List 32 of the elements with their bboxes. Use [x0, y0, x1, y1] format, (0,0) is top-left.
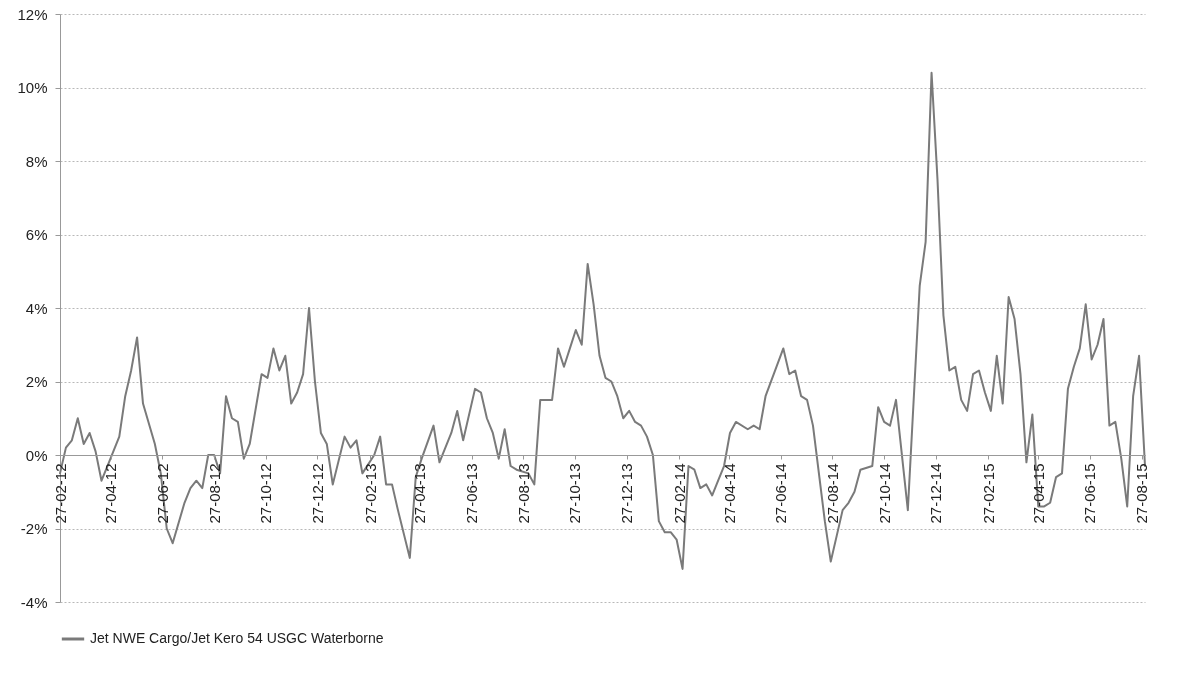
x-tick-label: 27-10-12 — [257, 463, 275, 524]
x-tick-label: 27-12-13 — [618, 463, 636, 524]
y-tick-label: -2% — [20, 520, 48, 537]
x-tick-label: 27-06-14 — [772, 463, 790, 524]
x-tick-label: 27-06-12 — [153, 463, 171, 524]
x-tick-label: 27-10-13 — [566, 463, 584, 524]
y-tick-label: 8% — [25, 152, 48, 170]
y-tick-label: 0% — [25, 446, 48, 464]
x-tick-label: 27-06-13 — [463, 463, 481, 524]
legend-label: Jet NWE Cargo/Jet Kero 54 USGC Waterborne — [90, 630, 384, 646]
x-tick-label: 27-04-12 — [102, 463, 120, 524]
x-tick-label: 27-02-14 — [670, 463, 688, 524]
y-tick-label: 10% — [17, 79, 48, 96]
y-tick-label: 6% — [25, 226, 48, 243]
x-tick-label: 27-12-12 — [308, 463, 326, 524]
x-tick-label: 27-08-12 — [205, 463, 223, 524]
x-tick-label: 27-02-12 — [51, 463, 69, 524]
x-tick-label: 27-04-14 — [720, 463, 738, 524]
y-tick-label: 2% — [25, 373, 48, 390]
y-tick-label: 12% — [17, 5, 48, 23]
x-tick-label: 27-08-15 — [1133, 463, 1151, 524]
x-tick-label: 27-04-13 — [411, 463, 429, 524]
x-tick-label: 27-12-14 — [927, 463, 945, 524]
x-tick-label: 27-02-15 — [979, 463, 997, 524]
x-tick-label: 27-02-13 — [361, 463, 379, 524]
y-tick-label: -4% — [20, 593, 48, 611]
y-tick-label: 4% — [25, 299, 48, 317]
x-tick-label: 27-04-15 — [1029, 463, 1047, 524]
x-tick-label: 27-06-15 — [1081, 463, 1099, 524]
x-tick-label: 27-10-14 — [875, 463, 893, 524]
x-tick-label: 27-08-13 — [514, 463, 532, 524]
x-tick-label: 27-08-14 — [823, 463, 841, 524]
